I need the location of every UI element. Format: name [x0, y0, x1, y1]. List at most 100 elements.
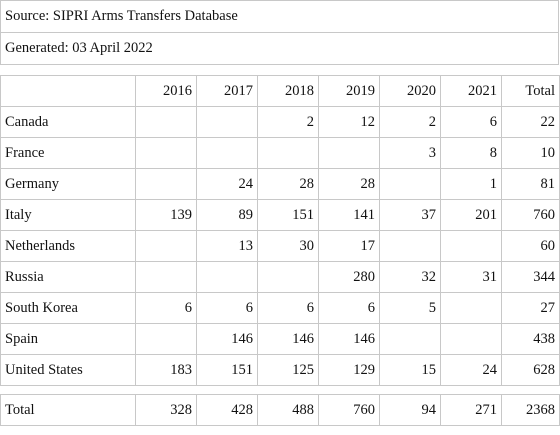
table-cell: 28	[257, 168, 319, 200]
table-cell: 2	[379, 106, 441, 138]
table-row: Germany 24 28 28 1 81	[0, 168, 560, 200]
spacer-cell	[135, 385, 197, 395]
table-cell: 146	[257, 323, 319, 355]
spacer-cell	[379, 385, 441, 395]
table-cell: 141	[318, 199, 380, 231]
table-cell: 12	[318, 106, 380, 138]
column-header: 2019	[318, 75, 380, 107]
table-cell: 1	[440, 168, 502, 200]
table-cell	[135, 230, 197, 262]
table-cell: 3	[379, 137, 441, 169]
table-cell: 2	[257, 106, 319, 138]
table-cell: 488	[257, 394, 319, 426]
table-cell: 6	[257, 292, 319, 324]
table-cell	[440, 323, 502, 355]
spacer-cell	[318, 385, 380, 395]
table-cell: 27	[501, 292, 560, 324]
arms-transfers-table: 2016 2017 2018 2019 2020 2021 Total Canada 2 12 2 6…	[0, 75, 560, 426]
table-cell: 37	[379, 199, 441, 231]
table-cell	[196, 137, 258, 169]
table-cell: 280	[318, 261, 380, 293]
table-cell: 151	[257, 199, 319, 231]
table-cell	[379, 168, 441, 200]
table-row: Spain 146 146 146 438	[0, 323, 560, 355]
row-label: Italy	[0, 199, 136, 231]
row-label: France	[0, 137, 136, 169]
table-cell: 17	[318, 230, 380, 262]
table-cell: 6	[135, 292, 197, 324]
table-cell: 5	[379, 292, 441, 324]
spacer-cell	[501, 385, 560, 395]
table-cell: 30	[257, 230, 319, 262]
table-cell	[196, 106, 258, 138]
table-cell	[379, 323, 441, 355]
table-row: United States 183 151 125 129 15 24 628	[0, 354, 560, 386]
row-label: Russia	[0, 261, 136, 293]
table-cell: 438	[501, 323, 560, 355]
table-cell: 6	[196, 292, 258, 324]
table-cell: 6	[318, 292, 380, 324]
table-cell	[379, 230, 441, 262]
table-cell: 201	[440, 199, 502, 231]
table-cell: 328	[135, 394, 197, 426]
table-cell	[135, 261, 197, 293]
table-cell: 13	[196, 230, 258, 262]
table-cell	[135, 323, 197, 355]
table-cell: 8	[440, 137, 502, 169]
header-row: 2016 2017 2018 2019 2020 2021 Total	[0, 75, 560, 107]
table-cell	[440, 230, 502, 262]
spacer-cell	[0, 385, 136, 395]
table-cell: 760	[501, 199, 560, 231]
row-label: Spain	[0, 323, 136, 355]
column-header: 2020	[379, 75, 441, 107]
table-cell	[135, 168, 197, 200]
table-cell	[135, 137, 197, 169]
source-text: Source: SIPRI Arms Transfers Database	[5, 8, 238, 24]
row-label: South Korea	[0, 292, 136, 324]
row-label: Canada	[0, 106, 136, 138]
table-cell: 183	[135, 354, 197, 386]
table-cell	[135, 106, 197, 138]
table-cell: 32	[379, 261, 441, 293]
column-header: 2016	[135, 75, 197, 107]
table-cell: 28	[318, 168, 380, 200]
column-header: Total	[501, 75, 560, 107]
table-cell	[440, 292, 502, 324]
source-line: Source: SIPRI Arms Transfers Database	[0, 0, 559, 32]
table-cell: 81	[501, 168, 560, 200]
table-cell: 10	[501, 137, 560, 169]
column-header: 2021	[440, 75, 502, 107]
table-cell: 31	[440, 261, 502, 293]
table-cell: 146	[318, 323, 380, 355]
table-row: South Korea 6 6 6 6 5 27	[0, 292, 560, 324]
table-cell: 125	[257, 354, 319, 386]
table-cell	[196, 261, 258, 293]
table-cell: 24	[440, 354, 502, 386]
table-cell: 271	[440, 394, 502, 426]
corner-cell	[0, 75, 136, 107]
row-label: Germany	[0, 168, 136, 200]
table-cell: 2368	[501, 394, 560, 426]
table-row: Netherlands 13 30 17 60	[0, 230, 560, 262]
generated-line: Generated: 03 April 2022	[0, 32, 559, 65]
spacer-cell	[196, 385, 258, 395]
spacer-cell	[440, 385, 502, 395]
row-label: United States	[0, 354, 136, 386]
column-header: 2018	[257, 75, 319, 107]
table-row: Russia 280 32 31 344	[0, 261, 560, 293]
spacer-cell	[257, 385, 319, 395]
column-header: 2017	[196, 75, 258, 107]
table-cell	[318, 137, 380, 169]
table-cell	[257, 137, 319, 169]
table-row: France 3 8 10	[0, 137, 560, 169]
table-cell: 139	[135, 199, 197, 231]
table-cell: 344	[501, 261, 560, 293]
row-label: Total	[0, 394, 136, 426]
total-row: Total 328 428 488 760 94 271 2368	[0, 394, 560, 426]
table-cell: 428	[196, 394, 258, 426]
table-cell: 151	[196, 354, 258, 386]
row-label: Netherlands	[0, 230, 136, 262]
table-cell: 94	[379, 394, 441, 426]
spacer-row	[0, 385, 560, 395]
table-cell: 15	[379, 354, 441, 386]
